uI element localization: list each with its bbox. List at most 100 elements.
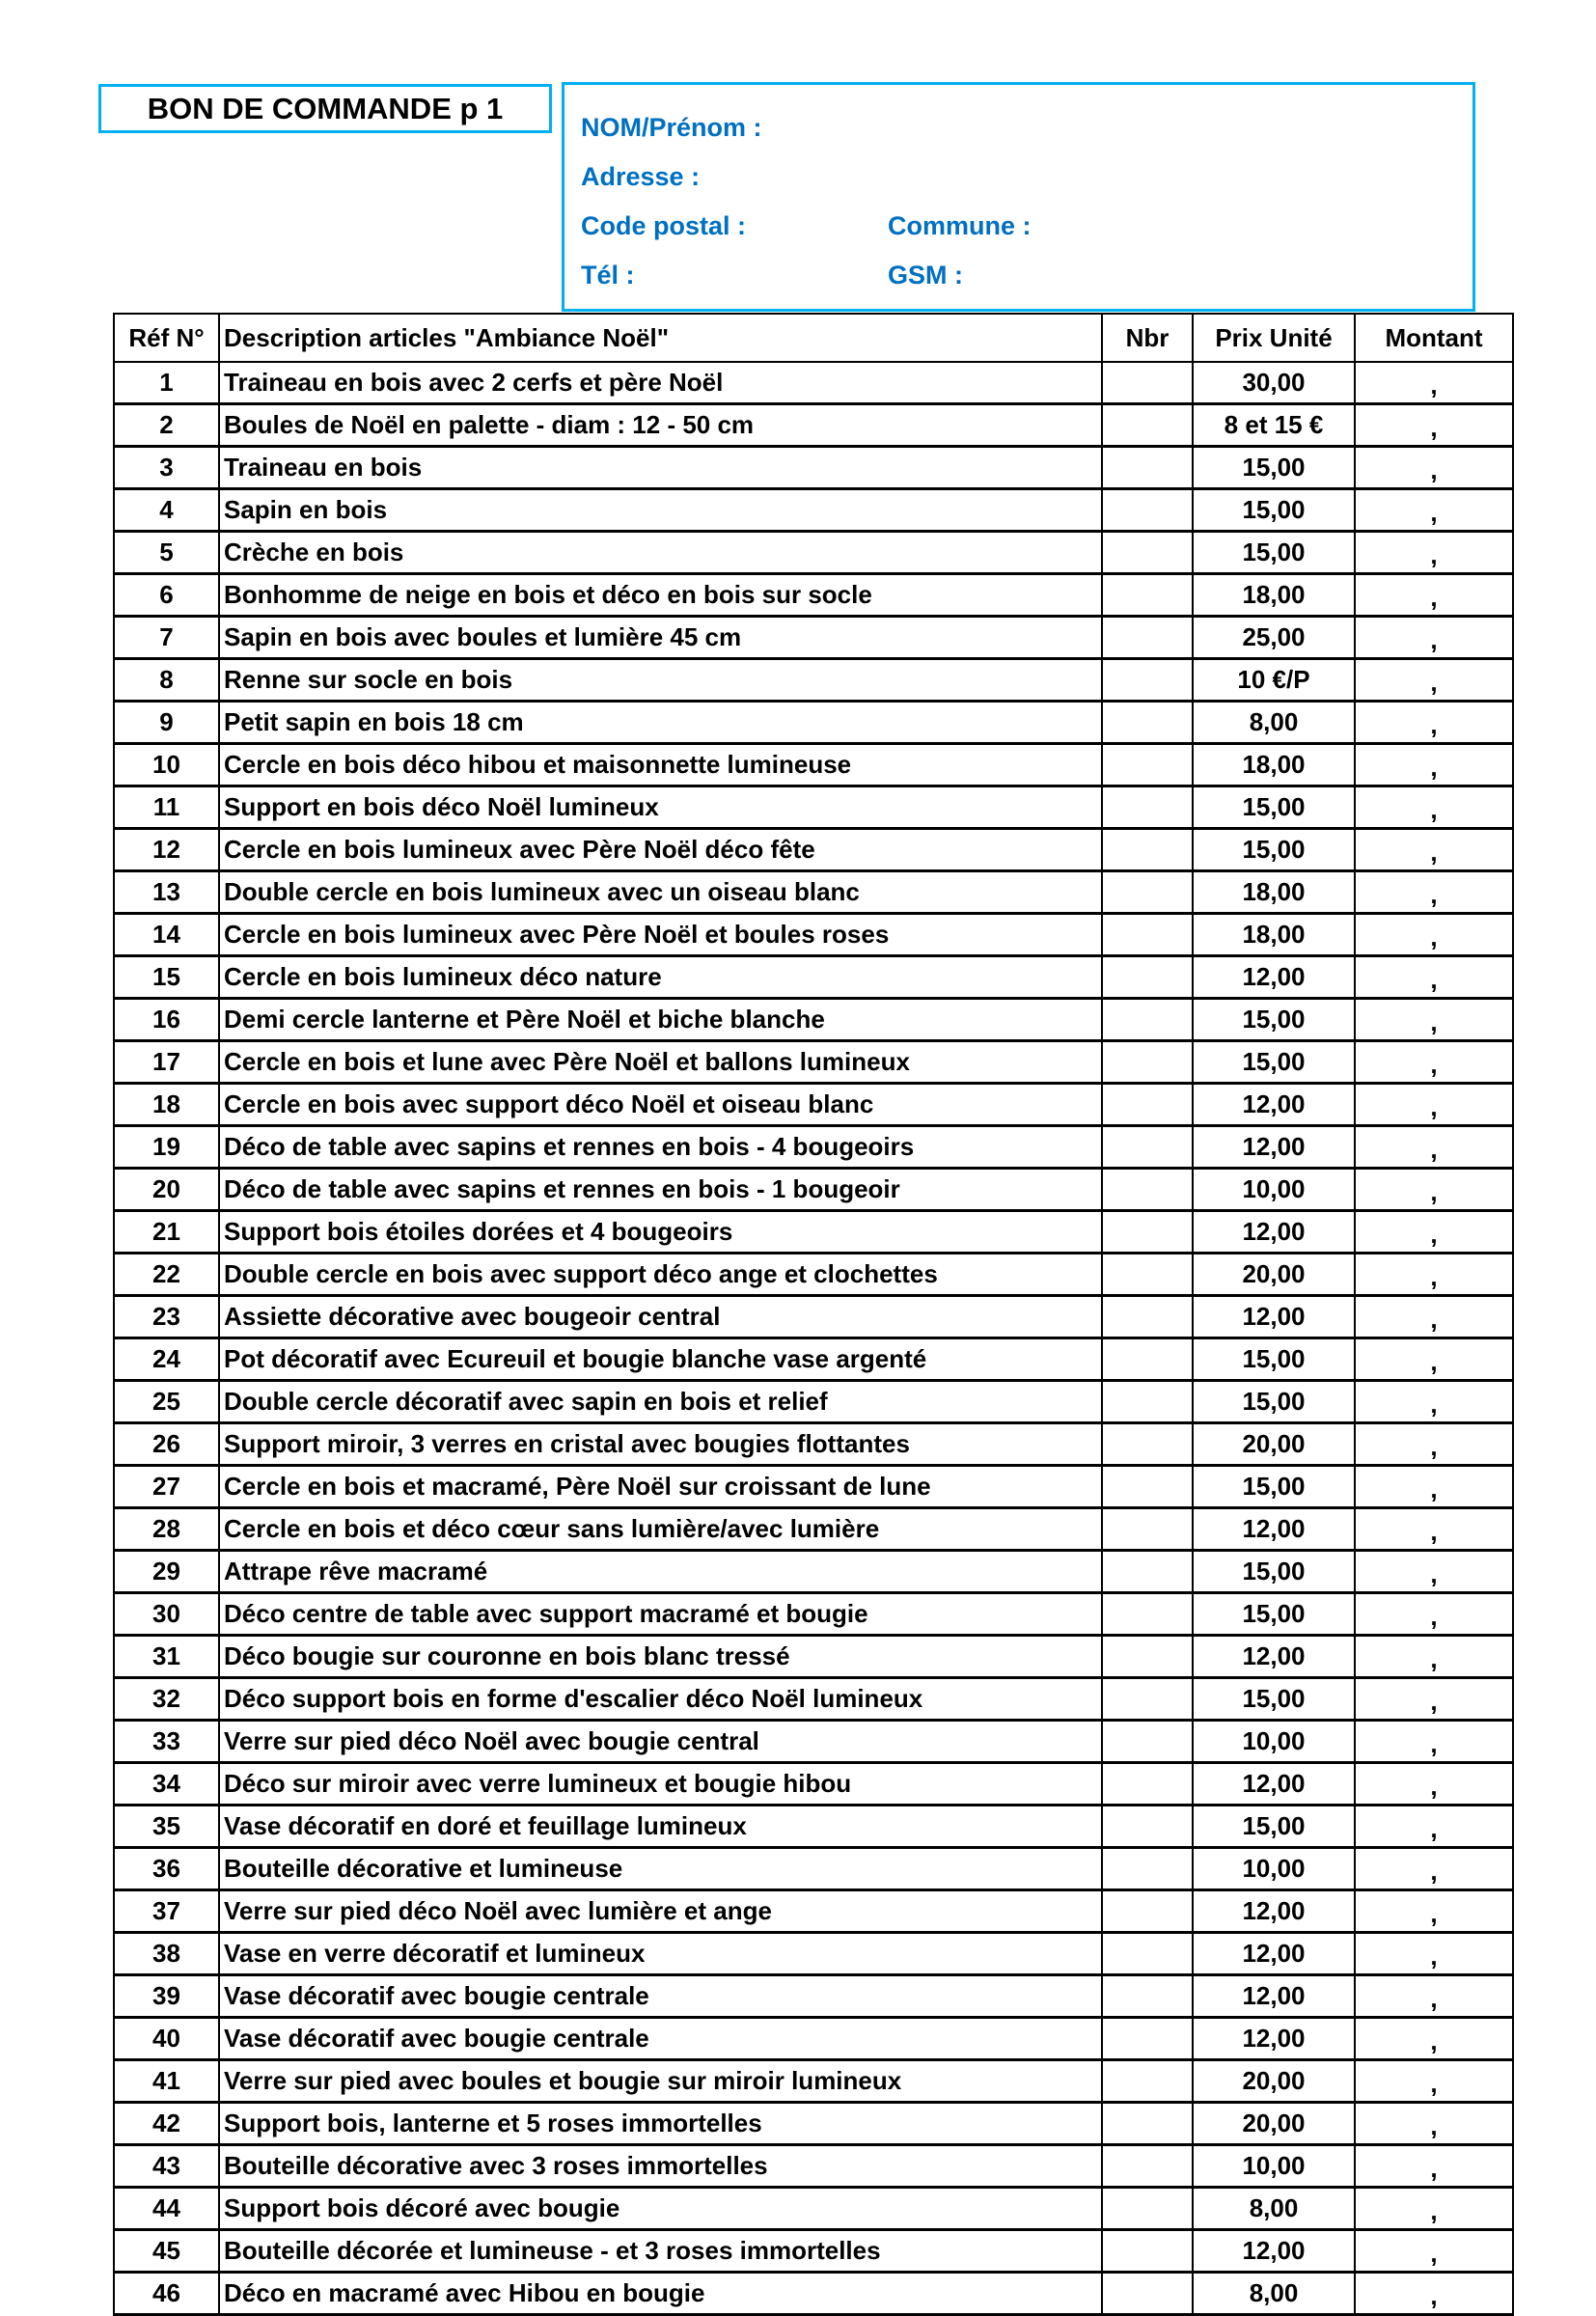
amount-cell[interactable]: , [1354, 1294, 1514, 1339]
amount-cell[interactable]: , [1354, 1252, 1514, 1297]
amount-cell[interactable]: , [1354, 361, 1514, 405]
amount-cell[interactable]: , [1354, 2016, 1514, 2061]
amount-cell[interactable]: , [1354, 700, 1514, 745]
amount-cell[interactable]: , [1354, 1676, 1514, 1722]
quantity-cell[interactable] [1101, 2143, 1194, 2189]
quantity-cell[interactable] [1101, 1676, 1194, 1722]
quantity-cell[interactable] [1101, 912, 1194, 957]
quantity-cell[interactable] [1101, 1421, 1194, 1467]
amount-cell[interactable]: , [1354, 530, 1514, 575]
description-cell: Boules de Noël en palette - diam : 12 - … [218, 402, 1103, 448]
quantity-cell[interactable] [1101, 445, 1194, 490]
quantity-cell[interactable] [1101, 785, 1194, 830]
quantity-cell[interactable] [1101, 2271, 1194, 2316]
quantity-cell[interactable] [1101, 1337, 1194, 1382]
quantity-cell[interactable] [1101, 2058, 1194, 2104]
amount-cell[interactable]: , [1354, 1124, 1514, 1170]
amount-cell[interactable]: , [1354, 2143, 1514, 2189]
amount-cell[interactable]: , [1354, 785, 1514, 830]
unit-price-cell: 30,00 [1192, 361, 1356, 405]
amount-cell[interactable]: , [1354, 997, 1514, 1042]
amount-cell[interactable]: , [1354, 1761, 1514, 1806]
amount-cell[interactable]: , [1354, 2228, 1514, 2274]
quantity-cell[interactable] [1101, 700, 1194, 745]
quantity-cell[interactable] [1101, 402, 1194, 448]
amount-cell[interactable]: , [1354, 827, 1514, 872]
amount-cell[interactable]: , [1354, 1846, 1514, 1891]
amount-cell[interactable]: , [1354, 1804, 1514, 1849]
quantity-cell[interactable] [1101, 1846, 1194, 1891]
quantity-cell[interactable] [1101, 1549, 1194, 1594]
quantity-cell[interactable] [1101, 1591, 1194, 1637]
amount-cell[interactable]: , [1354, 1039, 1514, 1085]
quantity-cell[interactable] [1101, 2228, 1194, 2274]
tel-label: Tél : [581, 261, 635, 290]
quantity-cell[interactable] [1101, 1124, 1194, 1170]
quantity-cell[interactable] [1101, 2016, 1194, 2061]
quantity-cell[interactable] [1101, 657, 1194, 703]
amount-cell[interactable]: , [1354, 1082, 1514, 1127]
amount-cell[interactable]: , [1354, 1634, 1514, 1679]
amount-cell[interactable]: , [1354, 2058, 1514, 2104]
amount-cell[interactable]: , [1354, 2186, 1514, 2231]
quantity-cell[interactable] [1101, 2186, 1194, 2231]
quantity-cell[interactable] [1101, 827, 1194, 872]
quantity-cell[interactable] [1101, 615, 1194, 660]
amount-cell[interactable]: , [1354, 1719, 1514, 1764]
amount-cell[interactable]: , [1354, 1973, 1514, 2019]
quantity-cell[interactable] [1101, 1931, 1194, 1976]
quantity-cell[interactable] [1101, 487, 1194, 533]
amount-cell[interactable]: , [1354, 1379, 1514, 1424]
amount-cell[interactable]: , [1354, 445, 1514, 490]
quantity-cell[interactable] [1101, 1209, 1194, 1254]
amount-cell[interactable]: , [1354, 742, 1514, 787]
quantity-cell[interactable] [1101, 1379, 1194, 1424]
amount-cell[interactable]: , [1354, 2101, 1514, 2146]
amount-cell[interactable]: , [1354, 1889, 1514, 1934]
amount-cell[interactable]: , [1354, 912, 1514, 957]
quantity-cell[interactable] [1101, 954, 1194, 1000]
table-row: 42 Support bois, lanterne et 5 roses immo… [113, 2101, 1514, 2146]
ref-cell: 14 [113, 912, 220, 957]
amount-cell[interactable]: , [1354, 1421, 1514, 1467]
amount-cell[interactable]: , [1354, 869, 1514, 915]
amount-cell[interactable]: , [1354, 1209, 1514, 1254]
quantity-cell[interactable] [1101, 1634, 1194, 1679]
amount-cell[interactable]: , [1354, 1464, 1514, 1509]
amount-cell[interactable]: , [1354, 1591, 1514, 1637]
quantity-cell[interactable] [1101, 2101, 1194, 2146]
quantity-cell[interactable] [1101, 530, 1194, 575]
table-row: 22 Double cercle en bois avec support déc… [113, 1252, 1514, 1297]
amount-cell[interactable]: , [1354, 1549, 1514, 1594]
table-row: 4 Sapin en bois 15,00, [113, 487, 1514, 533]
quantity-cell[interactable] [1101, 361, 1194, 405]
amount-cell[interactable]: , [1354, 2271, 1514, 2316]
amount-cell[interactable]: , [1354, 1337, 1514, 1382]
amount-cell[interactable]: , [1354, 1167, 1514, 1212]
quantity-cell[interactable] [1101, 1082, 1194, 1127]
quantity-cell[interactable] [1101, 1719, 1194, 1764]
amount-cell[interactable]: , [1354, 1506, 1514, 1552]
amount-cell[interactable]: , [1354, 954, 1514, 1000]
amount-cell[interactable]: , [1354, 615, 1514, 660]
description-cell: Double cercle en bois lumineux avec un o… [218, 869, 1103, 915]
quantity-cell[interactable] [1101, 1252, 1194, 1297]
quantity-cell[interactable] [1101, 997, 1194, 1042]
quantity-cell[interactable] [1101, 869, 1194, 915]
quantity-cell[interactable] [1101, 742, 1194, 787]
amount-cell[interactable]: , [1354, 487, 1514, 533]
amount-cell[interactable]: , [1354, 402, 1514, 448]
quantity-cell[interactable] [1101, 1804, 1194, 1849]
amount-cell[interactable]: , [1354, 657, 1514, 703]
quantity-cell[interactable] [1101, 1889, 1194, 1934]
quantity-cell[interactable] [1101, 572, 1194, 618]
quantity-cell[interactable] [1101, 1464, 1194, 1509]
amount-cell[interactable]: , [1354, 572, 1514, 618]
quantity-cell[interactable] [1101, 1167, 1194, 1212]
quantity-cell[interactable] [1101, 1039, 1194, 1085]
amount-cell[interactable]: , [1354, 1931, 1514, 1976]
quantity-cell[interactable] [1101, 1294, 1194, 1339]
quantity-cell[interactable] [1101, 1761, 1194, 1806]
quantity-cell[interactable] [1101, 1973, 1194, 2019]
quantity-cell[interactable] [1101, 1506, 1194, 1552]
